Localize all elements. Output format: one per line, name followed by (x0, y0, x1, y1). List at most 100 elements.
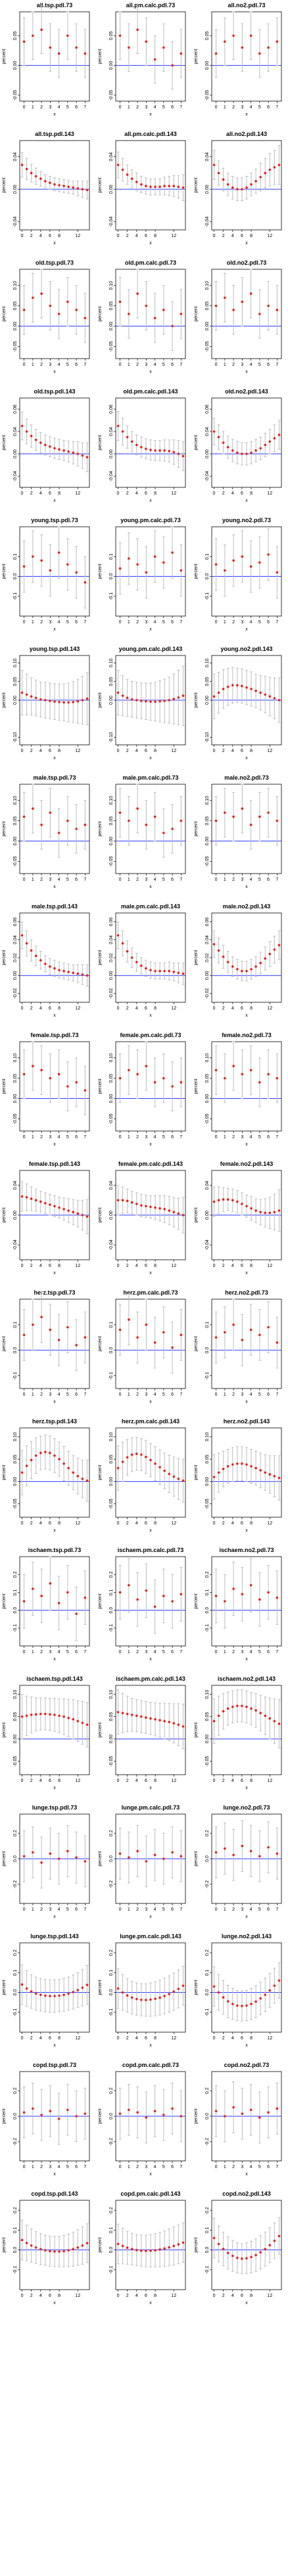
x-tick-label: 8 (154, 2036, 156, 2041)
chart-svg: lunge.tsp.pdl.730 1 2 3 4 5 6 7-0.20.00.2xperce… (2, 1804, 90, 1919)
data-point (241, 300, 244, 303)
plot-frame (115, 1427, 186, 1518)
chart-panel: lunge.no2.pdl.143 0 2 4 6 8 12 -0.1 0.0 0.1 0.2 x pe… (192, 1931, 288, 2060)
data-point (259, 447, 262, 450)
y-tick-label: 0.2 (205, 2087, 210, 2094)
x-tick-label: 6 (145, 1521, 147, 1526)
plot-frame (115, 1685, 186, 1775)
chart-title: ischaem.no2.pdl.143 (218, 1676, 276, 1682)
x-tick-label: 12 (171, 234, 176, 238)
y-tick-label: 0.00 (109, 971, 114, 980)
chart-panel: young.pm.calc.pdl.73 0 1 2 3 4 5 6 7 -0.1 0.0 0.1 x p… (96, 515, 192, 644)
chart-panel: copd.pm.calc.pdl.143 0 2 4 6 8 12 -0.1 0.0 0.1 0.2… (96, 2188, 192, 2317)
data-point (231, 2254, 234, 2257)
data-point (118, 1591, 122, 1594)
x-tick-label: 4 (154, 1907, 156, 1912)
data-point (121, 1712, 124, 1714)
y-tick-label: 0.2 (205, 2207, 210, 2213)
y-axis-label: percent (2, 306, 7, 321)
x-tick-label: 7 (84, 1650, 86, 1654)
x-tick-label: 5 (258, 2165, 261, 2169)
plot-frame (211, 2200, 282, 2290)
x-tick-label: 7 (180, 1135, 182, 1140)
data-point (40, 292, 43, 295)
data-point (249, 1328, 252, 1331)
data-point (66, 563, 69, 566)
data-point (162, 46, 165, 49)
data-point (32, 2107, 34, 2110)
data-point (254, 965, 257, 968)
chart-title: lunge.tsp.pdl.73 (32, 1804, 78, 1811)
x-tick-label: 0 (213, 1006, 216, 1011)
data-point (171, 828, 174, 830)
y-axis-label: percent (2, 950, 7, 965)
x-tick-label: 6 (75, 2165, 78, 2169)
data-point (231, 1199, 234, 1202)
data-point (40, 1861, 43, 1864)
x-axis-label: x (53, 2172, 56, 2177)
x-tick-label: 8 (250, 1006, 252, 1011)
data-point (145, 447, 147, 451)
data-point (32, 1851, 34, 1854)
y-tick-label: 0.2 (109, 1949, 114, 1956)
data-point (231, 449, 234, 452)
x-tick-label: 7 (276, 105, 278, 110)
data-point (40, 1316, 43, 1318)
x-tick-label: 4 (231, 2036, 234, 2041)
data-point (249, 34, 252, 37)
data-point (231, 1463, 234, 1466)
x-tick-label: 4 (135, 1779, 138, 1783)
y-tick-label: 0.05 (13, 1074, 18, 1083)
x-tick-label: 7 (180, 1907, 182, 1912)
data-point (277, 944, 281, 946)
x-tick-label: 3 (49, 620, 51, 625)
data-point (181, 186, 185, 189)
y-tick-label: 0.00 (205, 696, 210, 705)
x-axis-label: x (245, 112, 248, 117)
data-point (236, 1200, 239, 1203)
x-tick-label: 5 (66, 1392, 69, 1397)
data-point (168, 1209, 171, 1212)
plot-frame (19, 269, 90, 359)
x-tick-label: 7 (180, 2165, 182, 2169)
x-tick-label: 2 (232, 877, 235, 882)
y-tick-label: -0.05 (109, 1113, 114, 1124)
data-point (172, 1475, 176, 1478)
y-tick-label: 0.1 (205, 1969, 210, 1976)
x-tick-label: 7 (180, 877, 182, 882)
data-point (226, 685, 229, 688)
x-tick-label: 12 (75, 2294, 80, 2298)
data-point (264, 1471, 267, 1474)
x-tick-label: 0 (119, 105, 122, 110)
x-tick-label: 3 (145, 1907, 147, 1912)
data-point (254, 180, 257, 183)
x-tick-label: 0 (23, 1650, 26, 1654)
data-point (245, 969, 248, 973)
x-tick-label: 3 (145, 2165, 147, 2169)
data-point (20, 1195, 24, 1198)
y-axis-label: percent (194, 1465, 199, 1480)
chart-panel: male.no2.pdl.143 0 2 4 6 8 12 -0.02 0.00 0.02 0.04… (192, 901, 288, 1030)
y-tick-label: 0.00 (205, 971, 210, 980)
x-tick-label: 0 (215, 1650, 218, 1654)
y-tick-label: 0.10 (109, 1054, 114, 1063)
x-tick-label: 4 (58, 1650, 60, 1654)
x-tick-label: 0 (117, 234, 120, 238)
data-point (177, 1477, 180, 1480)
x-tick-label: 2 (222, 2036, 225, 2041)
x-tick-label: 0 (21, 1264, 24, 1268)
data-point (130, 1996, 133, 1999)
data-point (276, 309, 279, 311)
data-point (49, 1582, 52, 1585)
data-point (259, 962, 262, 964)
x-tick-label: 4 (135, 234, 138, 238)
x-tick-label: 6 (145, 749, 147, 753)
data-point (154, 969, 156, 973)
x-tick-label: 12 (267, 1521, 272, 1526)
data-point (245, 2257, 248, 2260)
data-point (25, 2242, 28, 2244)
x-tick-label: 1 (128, 105, 130, 110)
data-point (130, 177, 133, 180)
y-tick-label: 0.0 (109, 2247, 114, 2254)
